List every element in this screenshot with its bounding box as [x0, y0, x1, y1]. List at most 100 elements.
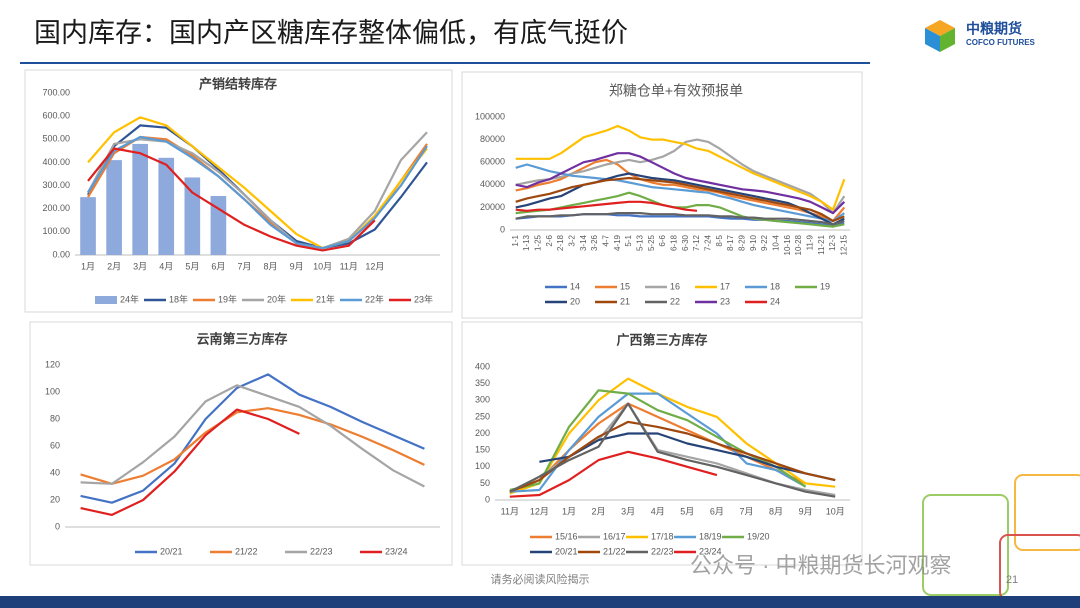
- legend-label: 23/24: [699, 546, 722, 556]
- y-tick-label: 60: [50, 440, 60, 450]
- x-tick-label: 8-29: [737, 234, 746, 251]
- x-tick-label: 8-5: [715, 234, 724, 246]
- legend-label: 21/22: [603, 546, 626, 556]
- series-line: [515, 124, 846, 211]
- x-tick-label: 7-12: [692, 234, 701, 251]
- x-tick-label: 2月: [107, 261, 121, 271]
- legend-label: 24: [770, 296, 780, 306]
- legend-label: 20/21: [555, 546, 578, 556]
- x-tick-label: 12-3: [828, 234, 837, 251]
- series-line: [509, 420, 836, 493]
- y-tick-label: 400.00: [42, 157, 70, 167]
- series-line: [87, 135, 428, 250]
- legend-label: 18: [770, 281, 780, 291]
- legend-label: 23年: [414, 293, 433, 304]
- y-tick-label: 100: [45, 386, 60, 396]
- series-line: [80, 373, 425, 504]
- x-tick-label: 11月: [340, 261, 358, 271]
- bar: [158, 157, 175, 255]
- x-tick-label: 5-1: [624, 234, 633, 246]
- series-line: [515, 152, 846, 215]
- chart-title: 广西第三方库存: [616, 332, 707, 347]
- x-tick-label: 1月: [81, 261, 95, 271]
- legend-label: 21年: [316, 293, 335, 304]
- page-number: 21: [1006, 574, 1018, 586]
- x-tick-label: 10-4: [771, 234, 780, 251]
- legend-label: 22/23: [310, 546, 333, 556]
- y-tick-label: 20000: [480, 202, 505, 212]
- x-tick-label: 6-6: [658, 234, 667, 246]
- legend-label: 23: [720, 296, 730, 306]
- logo-name-en: COFCO FUTURES: [966, 38, 1036, 47]
- legend-label: 17/18: [651, 531, 674, 541]
- series-line: [515, 163, 845, 223]
- chart-title: 产销结转库存: [199, 76, 277, 91]
- y-tick-label: 400: [475, 361, 490, 371]
- x-tick-label: 2-18: [556, 234, 565, 251]
- y-tick-label: 300.00: [42, 180, 70, 190]
- x-tick-label: 6月: [710, 506, 724, 516]
- y-tick-label: 150: [475, 445, 490, 455]
- y-tick-label: 40: [50, 467, 60, 477]
- x-tick-label: 7-24: [703, 234, 712, 251]
- y-tick-label: 0: [500, 224, 505, 234]
- deco: [922, 494, 1009, 596]
- bar: [132, 143, 148, 255]
- y-tick-label: 100: [475, 461, 490, 471]
- series-line: [509, 377, 836, 495]
- y-tick-label: 50: [480, 478, 490, 488]
- y-tick-label: 20: [50, 494, 60, 504]
- x-tick-label: 11-9: [805, 234, 814, 250]
- series-line: [515, 212, 845, 226]
- x-tick-label: 5月: [185, 261, 199, 271]
- y-tick-label: 300: [475, 395, 490, 405]
- legend-label: 20年: [267, 293, 286, 304]
- legend-label: 22/23: [651, 546, 674, 556]
- y-tick-label: 100000: [475, 111, 505, 121]
- legend-label: 19年: [218, 293, 237, 304]
- x-tick-label: 6-30: [681, 234, 690, 251]
- series-line: [80, 384, 425, 488]
- legend-label: 20: [570, 296, 580, 306]
- series-line: [515, 191, 845, 228]
- y-tick-label: 250: [475, 411, 490, 421]
- legend-label: 15: [620, 281, 630, 291]
- legend-label: 21: [620, 296, 630, 306]
- series-line: [515, 200, 698, 212]
- x-tick-label: 6-18: [669, 234, 678, 251]
- legend-label: 14: [570, 281, 580, 291]
- series-line: [515, 138, 846, 215]
- series-line: [80, 408, 300, 516]
- bar: [184, 177, 201, 255]
- x-tick-label: 8月: [769, 506, 783, 516]
- slide-title: 国内库存：国内产区糖库存整体偏低，有底气挺价: [34, 18, 628, 48]
- x-tick-label: 10-16: [783, 234, 792, 255]
- chart-frame: [461, 321, 863, 566]
- deco: [1014, 474, 1080, 551]
- x-tick-label: 3月: [621, 506, 635, 516]
- legend-label: 15/16: [555, 531, 578, 541]
- legend-label: 16: [670, 281, 680, 291]
- x-tick-label: 9-10: [749, 234, 758, 251]
- watermark: 公众号 · 中粮期货长河观察: [690, 553, 952, 578]
- series-line: [509, 402, 836, 498]
- y-tick-label: 60000: [480, 157, 505, 167]
- y-tick-label: 700.00: [42, 87, 70, 97]
- y-tick-label: 0: [485, 494, 490, 504]
- bar: [106, 160, 122, 255]
- chart-frame: [29, 321, 453, 566]
- x-tick-label: 3-14: [579, 234, 588, 251]
- x-tick-label: 7月: [237, 261, 251, 271]
- y-tick-label: 200: [475, 428, 490, 438]
- x-tick-label: 3-26: [590, 234, 599, 251]
- legend-swatch: [95, 296, 117, 304]
- legend-label: 23/24: [385, 546, 408, 556]
- x-tick-label: 9-22: [760, 234, 769, 251]
- legend-label: 24年: [120, 293, 139, 304]
- x-tick-label: 8-17: [726, 234, 735, 251]
- y-tick-label: 200.00: [42, 203, 70, 213]
- y-tick-label: 80000: [480, 134, 505, 144]
- x-tick-label: 5-13: [635, 234, 644, 251]
- x-tick-label: 2月: [592, 506, 606, 516]
